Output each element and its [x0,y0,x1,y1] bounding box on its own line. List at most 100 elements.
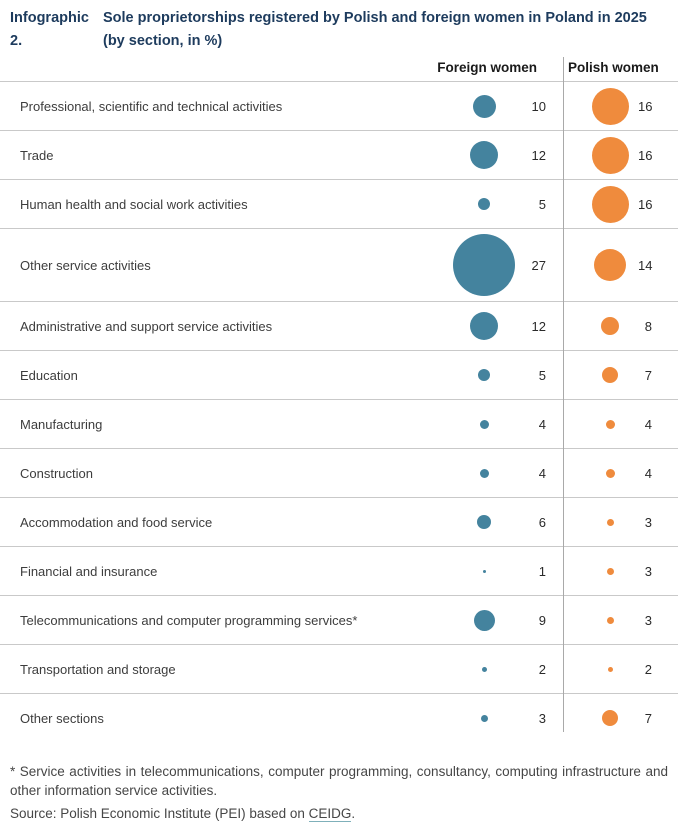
polish-women-bubble [607,666,613,672]
foreign-women-value: 1 [538,563,546,579]
table-row: Construction 4 4 [0,448,678,497]
polish-bubble-cell [582,419,638,429]
foreign-bubble-cell [458,141,510,169]
section-label: Transportation and storage [20,661,176,677]
polish-women-value: 8 [644,318,652,334]
section-label: Construction [20,465,93,481]
section-label: Trade [20,147,54,163]
table-row: Manufacturing 4 4 [0,399,678,448]
table-row: Other service activities 27 14 [0,228,678,301]
foreign-women-value: 5 [538,367,546,383]
polish-women-bubble [606,567,614,575]
section-label: Accommodation and food service [20,514,213,530]
foreign-women-value: 2 [538,661,546,677]
table-row: Professional, scientific and technical a… [0,81,678,130]
foreign-women-value: 6 [538,514,546,530]
polish-women-bubble [605,468,615,478]
foreign-women-bubble [472,94,496,118]
polish-women-value: 3 [644,563,652,579]
polish-bubble-cell [582,616,638,624]
foreign-women-bubble [478,198,490,210]
foreign-women-bubble [479,468,489,478]
foreign-women-value: 27 [531,257,546,273]
foreign-women-bubble [470,141,498,169]
polish-women-bubble [606,518,614,526]
foreign-women-bubble [479,419,489,429]
foreign-bubble-cell [458,714,510,722]
section-label: Human health and social work activities [20,196,248,212]
section-label: Professional, scientific and technical a… [20,98,283,114]
table-row: Transportation and storage 2 2 [0,644,678,693]
section-label: Administrative and support service activ… [20,318,273,334]
polish-bubble-cell [582,710,638,726]
page-title: Sole proprietorships registered by Polis… [103,10,647,49]
source-link-ceidg[interactable]: CEIDG [308,806,352,822]
polish-bubble-cell [582,567,638,575]
polish-bubble-cell [582,185,638,223]
foreign-bubble-cell [458,609,510,631]
section-label: Manufacturing [20,416,103,432]
foreign-women-bubble [478,369,490,381]
foreign-bubble-cell [458,666,510,672]
bubble-table: Foreign women Polish women Professional,… [0,55,678,742]
polish-bubble-cell [582,468,638,478]
foreign-women-bubble [470,312,498,340]
polish-women-bubble [601,317,619,335]
polish-bubble-cell [582,367,638,383]
foreign-women-value: 5 [538,196,546,212]
foreign-women-bubble [482,569,486,573]
foreign-women-value: 4 [538,416,546,432]
polish-bubble-cell [582,666,638,672]
polish-women-bubble [591,136,629,174]
foreign-bubble-cell [458,569,510,573]
polish-women-value: 7 [644,710,652,726]
foreign-bubble-cell [453,234,515,296]
foreign-bubble-cell [458,468,510,478]
polish-women-bubble [606,616,614,624]
polish-bubble-cell [582,249,638,281]
polish-women-bubble [602,367,618,383]
polish-women-value: 3 [644,612,652,628]
foreign-women-bubble [477,515,491,529]
polish-women-bubble [594,249,626,281]
table-row: Education 5 7 [0,350,678,399]
column-divider-line [563,57,564,732]
polish-women-bubble [591,87,629,125]
foreign-bubble-cell [458,198,510,210]
polish-women-value: 16 [638,196,653,212]
polish-bubble-cell [582,87,638,125]
polish-women-bubble [605,419,615,429]
foreign-women-value: 12 [531,318,546,334]
foreign-women-value: 10 [531,98,546,114]
polish-women-value: 2 [644,661,652,677]
table-row: Financial and insurance 1 3 [0,546,678,595]
polish-women-value: 14 [638,257,653,273]
table-row: Administrative and support service activ… [0,301,678,350]
table-row: Trade 12 16 [0,130,678,179]
table-row: Human health and social work activities 5… [0,179,678,228]
foreign-women-value: 3 [538,710,546,726]
source-text: Source: Polish Economic Institute (PEI) … [10,806,309,821]
foreign-bubble-cell [458,94,510,118]
section-label: Education [20,367,78,383]
polish-women-value: 4 [644,465,652,481]
source-suffix: . [351,806,356,821]
foreign-women-value: 4 [538,465,546,481]
table-row: Accommodation and food service 6 3 [0,497,678,546]
table-row: Other sections 3 7 [0,693,678,742]
column-header-foreign-women: Foreign women [437,60,537,75]
polish-women-value: 16 [638,98,653,114]
foreign-women-bubble [481,666,487,672]
polish-women-value: 4 [644,416,652,432]
polish-women-value: 3 [644,514,652,530]
column-headers: Foreign women Polish women [0,55,678,81]
foreign-women-bubble [480,714,488,722]
foreign-bubble-cell [458,419,510,429]
section-label: Other service activities [20,257,151,273]
column-header-polish-women: Polish women [568,60,659,75]
polish-women-bubble [602,710,618,726]
foreign-bubble-cell [458,369,510,381]
foreign-bubble-cell [458,515,510,529]
title-row: Infographic 2. Sole proprietorships regi… [0,0,678,53]
